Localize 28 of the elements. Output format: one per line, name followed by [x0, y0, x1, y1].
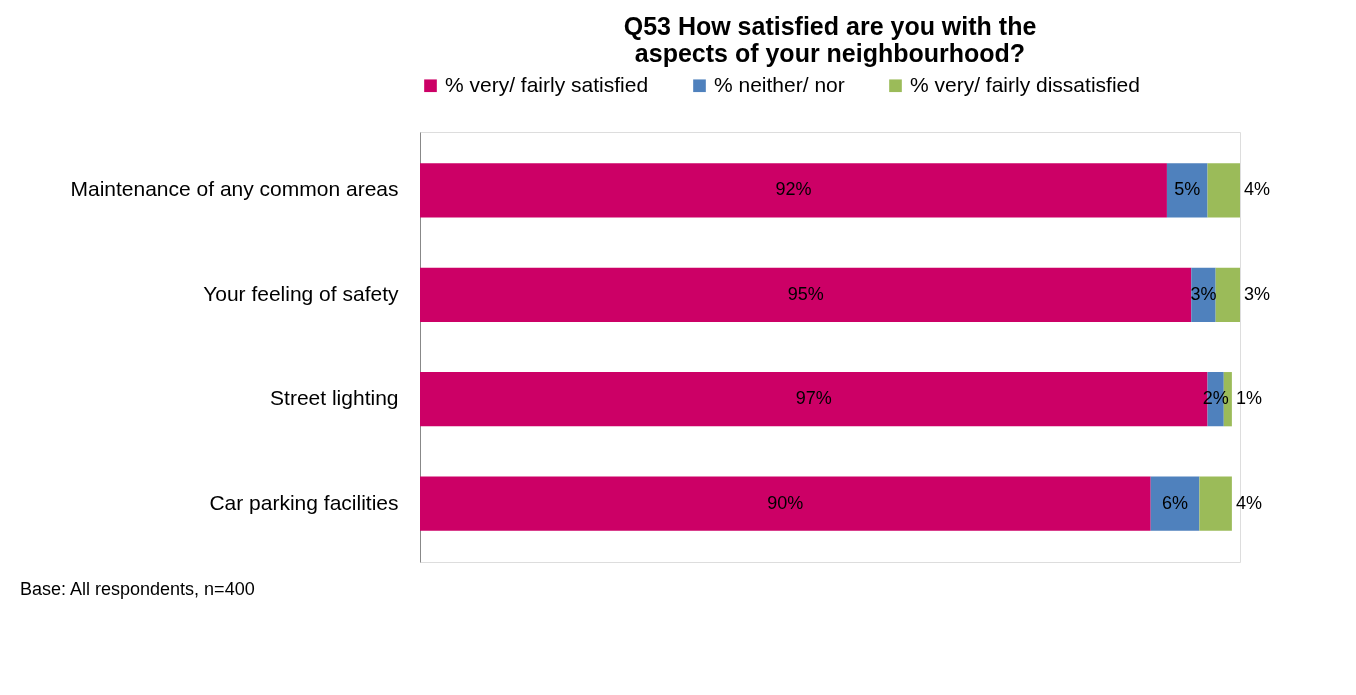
y-tick-label: Street lighting [270, 386, 399, 410]
data-label: 4% [1244, 179, 1271, 200]
y-tick-label: Car parking facilities [209, 490, 399, 514]
data-label: 95% [787, 283, 824, 304]
bar [420, 163, 1167, 218]
chart-title: Q53 How satisfied are you with the aspects of your neighbourhood? [623, 12, 1037, 67]
legend-label: % very/ fairly dissatisfied [910, 72, 1140, 96]
data-label: 90% [767, 492, 804, 513]
data-label: 3% [1244, 283, 1271, 304]
bar [1150, 476, 1200, 531]
data-label: 4% [1235, 492, 1262, 513]
data-label: 5% [1174, 179, 1201, 200]
y-tick-label: Maintenance of any common areas [70, 177, 399, 201]
data-label: 1% [1235, 388, 1262, 409]
bar [1215, 267, 1240, 322]
text: Base: All respondents, n=400 [20, 579, 255, 599]
bar [1199, 476, 1232, 531]
bar [420, 476, 1151, 531]
data-label: 97% [795, 388, 832, 409]
legend-label: % neither/ nor [714, 72, 845, 96]
bar [1166, 163, 1208, 218]
bar [1207, 163, 1240, 218]
y-tick-label: Your feeling of safety [203, 281, 399, 305]
data-label: 92% [775, 179, 812, 200]
legend-label: % very/ fairly satisfied [445, 72, 649, 96]
bar [420, 267, 1192, 322]
data-label: 6% [1162, 492, 1189, 513]
data-label: 3% [1190, 283, 1217, 304]
